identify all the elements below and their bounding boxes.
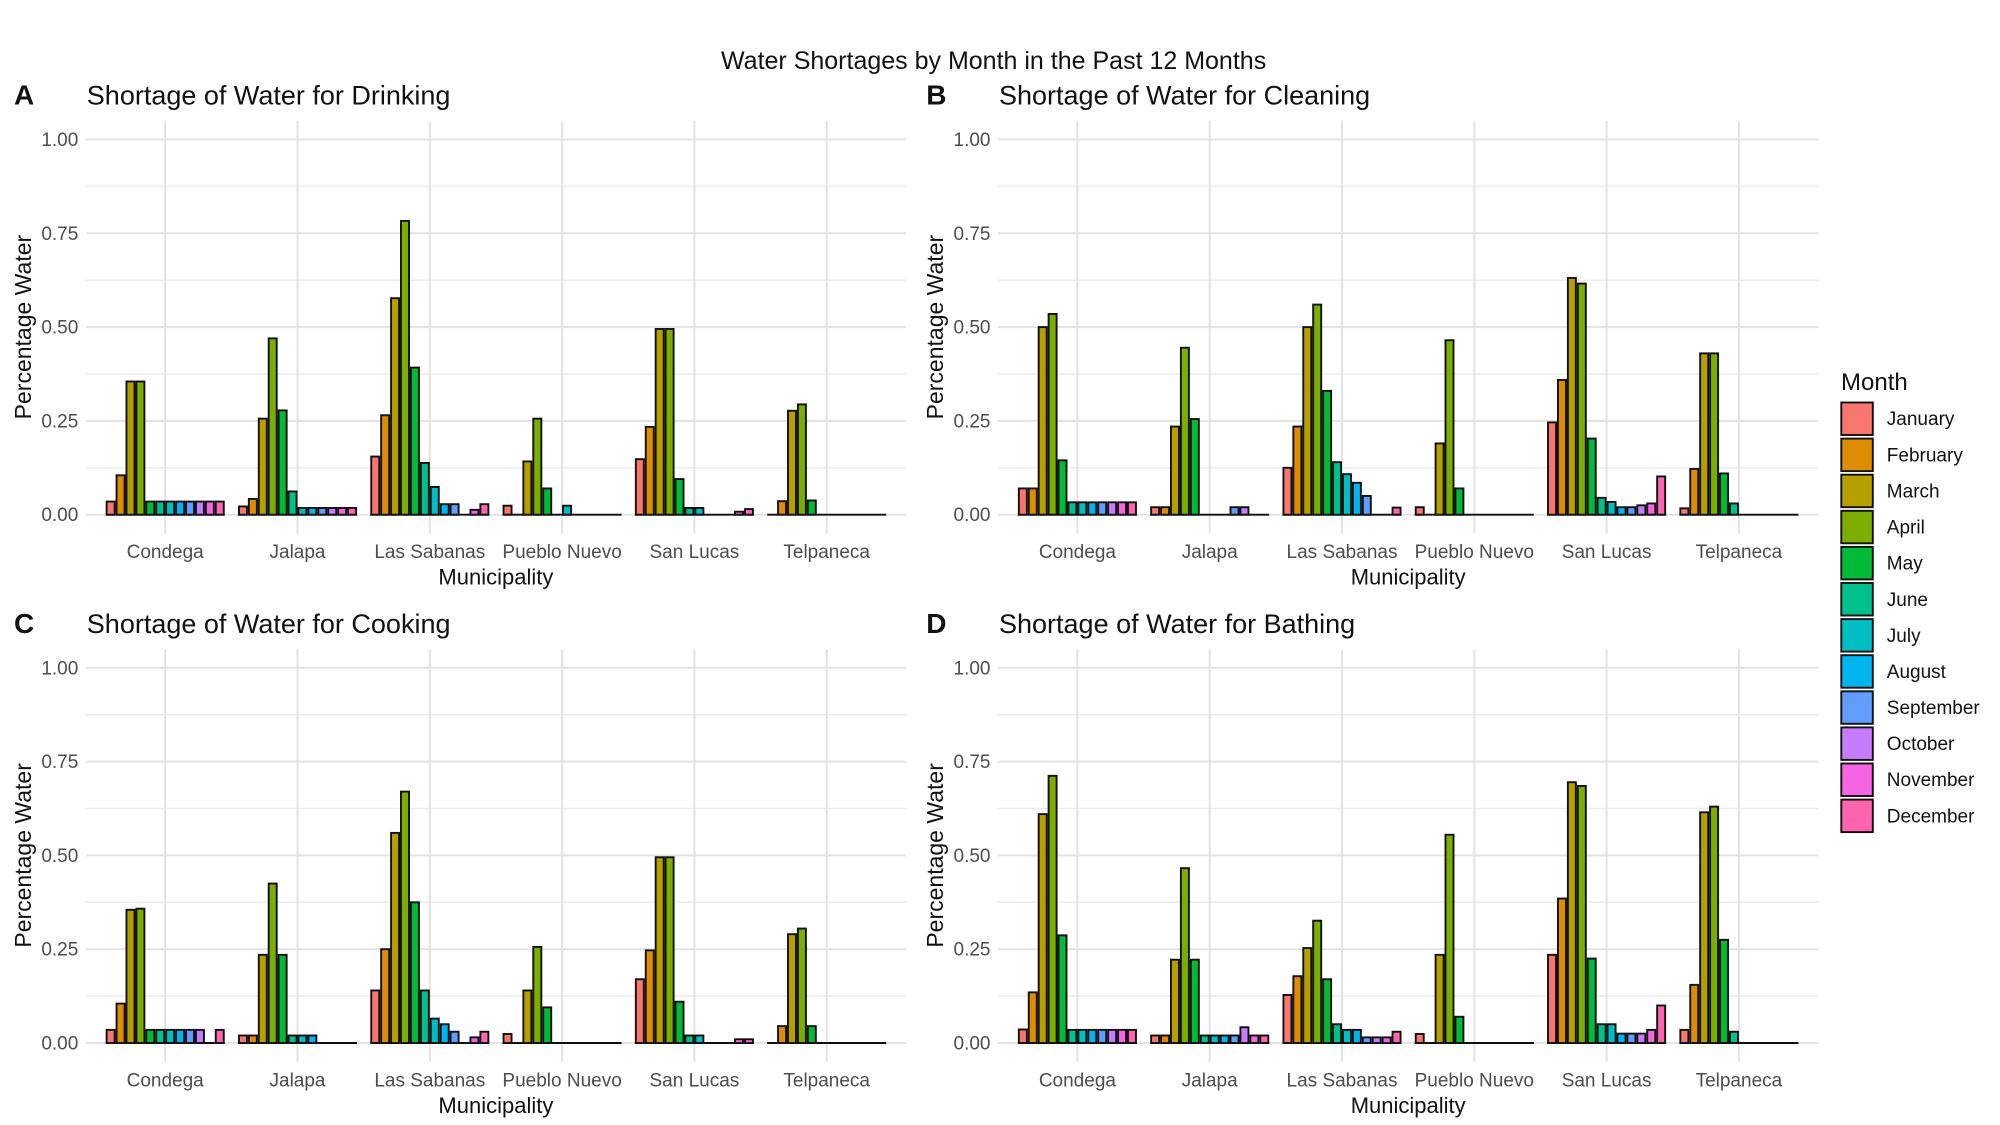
svg-text:Pueblo Nuevo: Pueblo Nuevo xyxy=(1415,1070,1534,1091)
svg-text:December: December xyxy=(1887,806,1975,827)
svg-text:0.00: 0.00 xyxy=(954,505,991,526)
svg-text:Percentage Water: Percentage Water xyxy=(922,763,948,948)
svg-text:November: November xyxy=(1887,770,1975,791)
svg-text:January: January xyxy=(1887,409,1955,430)
svg-text:Shortage of Water for Drinking: Shortage of Water for Drinking xyxy=(87,81,451,111)
svg-text:Shortage of Water for Cleaning: Shortage of Water for Cleaning xyxy=(999,81,1370,111)
svg-text:Condega: Condega xyxy=(1039,1070,1117,1091)
svg-text:San Lucas: San Lucas xyxy=(1562,1070,1652,1091)
svg-text:A: A xyxy=(14,80,34,111)
svg-text:Pueblo Nuevo: Pueblo Nuevo xyxy=(502,542,621,563)
svg-text:Shortage of Water for Bathing: Shortage of Water for Bathing xyxy=(999,609,1355,639)
svg-text:1.00: 1.00 xyxy=(41,130,78,151)
svg-text:August: August xyxy=(1887,662,1947,683)
svg-text:1.00: 1.00 xyxy=(954,130,991,151)
svg-text:Las Sabanas: Las Sabanas xyxy=(1287,542,1398,563)
svg-text:Percentage Water: Percentage Water xyxy=(922,235,948,420)
svg-text:San Lucas: San Lucas xyxy=(650,1070,740,1091)
svg-text:June: June xyxy=(1887,590,1928,611)
svg-text:0.75: 0.75 xyxy=(954,752,991,773)
svg-text:Percentage Water: Percentage Water xyxy=(10,235,36,420)
svg-text:April: April xyxy=(1887,518,1925,539)
svg-text:0.00: 0.00 xyxy=(954,1034,991,1055)
svg-text:0.75: 0.75 xyxy=(41,752,78,773)
svg-text:1.00: 1.00 xyxy=(954,658,991,679)
svg-text:Jalapa: Jalapa xyxy=(1182,542,1238,563)
svg-text:C: C xyxy=(14,608,34,639)
svg-text:September: September xyxy=(1887,698,1981,719)
svg-text:0.75: 0.75 xyxy=(954,224,991,245)
svg-text:October: October xyxy=(1887,734,1955,755)
svg-text:0.00: 0.00 xyxy=(41,505,78,526)
svg-text:Pueblo Nuevo: Pueblo Nuevo xyxy=(502,1070,621,1091)
svg-text:0.25: 0.25 xyxy=(954,411,991,432)
svg-text:February: February xyxy=(1887,445,1964,466)
svg-text:Las Sabanas: Las Sabanas xyxy=(374,1070,485,1091)
svg-text:March: March xyxy=(1887,481,1940,502)
svg-text:San Lucas: San Lucas xyxy=(1562,542,1652,563)
svg-text:B: B xyxy=(926,80,946,111)
svg-text:Las Sabanas: Las Sabanas xyxy=(1287,1070,1398,1091)
svg-text:Shortage of Water for Cooking: Shortage of Water for Cooking xyxy=(87,609,451,639)
svg-text:0.25: 0.25 xyxy=(41,411,78,432)
svg-text:0.50: 0.50 xyxy=(41,846,78,867)
svg-text:Telpaneca: Telpaneca xyxy=(783,542,870,563)
svg-text:Water Shortages by Month in th: Water Shortages by Month in the Past 12 … xyxy=(721,47,1266,75)
svg-text:San Lucas: San Lucas xyxy=(650,542,740,563)
svg-text:0.50: 0.50 xyxy=(954,318,991,339)
svg-text:Condega: Condega xyxy=(127,1070,205,1091)
svg-text:Municipality: Municipality xyxy=(438,1093,553,1118)
svg-text:July: July xyxy=(1887,626,1921,647)
svg-text:Municipality: Municipality xyxy=(1351,1093,1466,1118)
svg-text:D: D xyxy=(926,608,946,639)
svg-text:Condega: Condega xyxy=(127,542,205,563)
svg-text:Jalapa: Jalapa xyxy=(270,542,326,563)
svg-text:Condega: Condega xyxy=(1039,542,1117,563)
svg-text:Telpaneca: Telpaneca xyxy=(1696,1070,1783,1091)
svg-text:Telpaneca: Telpaneca xyxy=(1696,542,1783,563)
svg-text:0.75: 0.75 xyxy=(41,224,78,245)
svg-text:0.25: 0.25 xyxy=(954,940,991,961)
svg-text:Pueblo Nuevo: Pueblo Nuevo xyxy=(1415,542,1534,563)
svg-text:Municipality: Municipality xyxy=(1351,565,1466,590)
svg-text:1.00: 1.00 xyxy=(41,658,78,679)
svg-text:Municipality: Municipality xyxy=(438,565,553,590)
svg-text:May: May xyxy=(1887,554,1923,575)
svg-text:Jalapa: Jalapa xyxy=(270,1070,326,1091)
svg-text:0.25: 0.25 xyxy=(41,940,78,961)
svg-text:Percentage Water: Percentage Water xyxy=(10,763,36,948)
svg-text:Month: Month xyxy=(1841,369,1908,396)
svg-text:Jalapa: Jalapa xyxy=(1182,1070,1238,1091)
svg-text:0.00: 0.00 xyxy=(41,1034,78,1055)
svg-text:Telpaneca: Telpaneca xyxy=(783,1070,870,1091)
svg-text:Las Sabanas: Las Sabanas xyxy=(374,542,485,563)
svg-text:0.50: 0.50 xyxy=(954,846,991,867)
svg-text:0.50: 0.50 xyxy=(41,318,78,339)
